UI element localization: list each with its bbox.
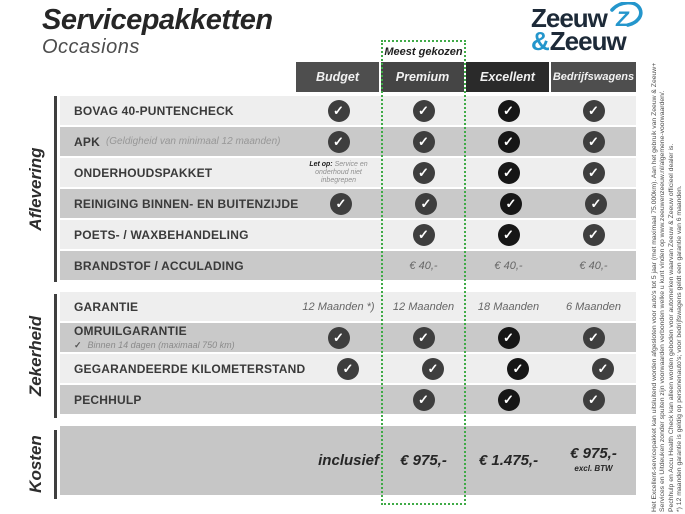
table-row: ONDERHOUDSPAKKET Let op: Service en onde… (60, 158, 636, 187)
kosten-excellent: € 1.475,- (478, 452, 539, 469)
cell-value: 12 Maanden (392, 300, 455, 313)
title-block: Servicepakketten Occasions (42, 4, 273, 58)
section-label-zekerheid: Zekerheid (26, 315, 45, 397)
column-header-excellent: Excellent (466, 62, 551, 92)
column-header-bedrijfswagens: Bedrijfswagens (551, 62, 636, 92)
section-rail-zekerheid (54, 294, 57, 418)
section-rail-aflevering (54, 96, 57, 282)
table-row: GEGARANDEERDE KILOMETERSTAND (60, 354, 636, 383)
page-title: Servicepakketten (42, 4, 273, 36)
table-row: PECHHULP (60, 385, 636, 414)
svg-text:Z: Z (615, 8, 630, 30)
cell-value: 6 Maanden (565, 300, 622, 313)
check-icon (582, 388, 605, 411)
check-icon (412, 223, 435, 246)
footnote-line: Het Excellent-servicepakket kan uitsluit… (651, 62, 658, 512)
row-sublabel: Binnen 14 dagen (maximaal 750 km) (87, 339, 235, 350)
row-label: PECHHULP (74, 392, 142, 407)
cell-value: € 40,- (494, 259, 523, 272)
footnote-line: Services en Uitdeuken zonder spuiten zij… (659, 90, 667, 512)
check-icon (582, 326, 605, 349)
column-header-premium: Premium (381, 62, 466, 92)
table-row: BOVAG 40-PUNTENCHECK (60, 96, 636, 125)
check-icon (412, 130, 435, 153)
row-label: APK (74, 134, 100, 149)
cell-value: 12 Maanden *) (302, 300, 375, 313)
table-header: Budget Premium Excellent Bedrijfswagens (296, 62, 636, 92)
section-rail-kosten (54, 430, 57, 499)
check-icon (497, 130, 520, 153)
check-icon (584, 192, 607, 215)
check-icon (582, 223, 605, 246)
logo-z-swoosh-icon: Z (610, 2, 643, 30)
check-icon (506, 357, 529, 380)
table-row: BRANDSTOF / ACCULADING € 40,- € 40,- € 4… (60, 251, 636, 280)
kosten-bedrijfswagens: € 975,- (570, 444, 617, 462)
check-icon (421, 357, 444, 380)
table-row: POETS- / WAXBEHANDELING (60, 220, 636, 249)
zeeuw-en-zeeuw-logo: Zeeuw Z & Zeeuw (531, 2, 651, 56)
page-subtitle: Occasions (42, 36, 140, 58)
row-sublabel: (Geldigheid van minimaal 12 maanden) (105, 136, 281, 147)
cell-value: € 40,- (409, 259, 438, 272)
table-row: REINIGING BINNEN- EN BUITENZIJDE (60, 189, 636, 218)
kosten-premium: € 975,- (400, 452, 447, 469)
row-label: BRANDSTOF / ACCULADING (74, 258, 244, 273)
kosten-budget: inclusief (318, 452, 379, 469)
comparison-table: Budget Premium Excellent Bedrijfswagens … (60, 62, 636, 495)
section-aflevering: BOVAG 40-PUNTENCHECK APK (Geldigheid van… (60, 96, 636, 280)
footnote-line: Pechhulp en Accu Health Check kan alleen… (667, 143, 675, 512)
check-icon (327, 99, 350, 122)
check-icon (327, 130, 350, 153)
check-icon (412, 161, 435, 184)
budget-note: Let op: Service en onderhoud niet inbegr… (309, 160, 368, 184)
check-icon (327, 326, 350, 349)
check-icon (336, 357, 359, 380)
check-icon (497, 388, 520, 411)
row-label: OMRUILGARANTIE (74, 323, 187, 338)
row-label: GARANTIE (74, 299, 139, 314)
row-label: REINIGING BINNEN- EN BUITENZIJDE (74, 196, 299, 211)
check-icon (412, 99, 435, 122)
row-label: BOVAG 40-PUNTENCHECK (74, 103, 234, 118)
row-label: ONDERHOUDSPAKKET (74, 165, 213, 180)
row-label: POETS- / WAXBEHANDELING (74, 227, 249, 242)
check-icon (582, 99, 605, 122)
section-label-kosten: Kosten (26, 435, 45, 493)
check-icon (497, 161, 520, 184)
table-row: APK (Geldigheid van minimaal 12 maanden) (60, 127, 636, 156)
footnote-line: *) 12 maanden garantie is geldig op pers… (676, 185, 684, 512)
section-zekerheid: GARANTIE 12 Maanden *) 12 Maanden 18 Maa… (60, 292, 636, 414)
check-icon (497, 223, 520, 246)
check-icon (497, 326, 520, 349)
footnote-fine-print: Het Excellent-servicepakket kan uitsluit… (651, 6, 685, 512)
check-icon (582, 161, 605, 184)
check-icon (412, 326, 435, 349)
check-icon (582, 130, 605, 153)
meest-gekozen-badge: Meest gekozen (384, 46, 463, 58)
check-icon (74, 339, 88, 351)
check-icon (497, 99, 520, 122)
logo-word-1: Zeeuw (531, 3, 608, 33)
check-icon (499, 192, 522, 215)
row-label: GEGARANDEERDE KILOMETERSTAND (74, 361, 306, 376)
check-icon (412, 388, 435, 411)
check-icon (329, 192, 352, 215)
check-icon (414, 192, 437, 215)
table-row: OMRUILGARANTIE Binnen 14 dagen (maximaal… (60, 323, 636, 352)
logo-word-2: Zeeuw (549, 26, 627, 56)
kosten-row: inclusief € 975,- € 1.475,- € 975,- excl… (60, 426, 636, 495)
kosten-btw-note: excl. BTW (574, 463, 613, 473)
table-row: GARANTIE 12 Maanden *) 12 Maanden 18 Maa… (60, 292, 636, 321)
cell-value: € 40,- (579, 259, 608, 272)
section-label-aflevering: Aflevering (26, 147, 45, 231)
cell-value: 18 Maanden (477, 300, 540, 313)
logo-ampersand: & (531, 26, 550, 56)
check-icon (591, 357, 614, 380)
column-header-budget: Budget (296, 62, 381, 92)
